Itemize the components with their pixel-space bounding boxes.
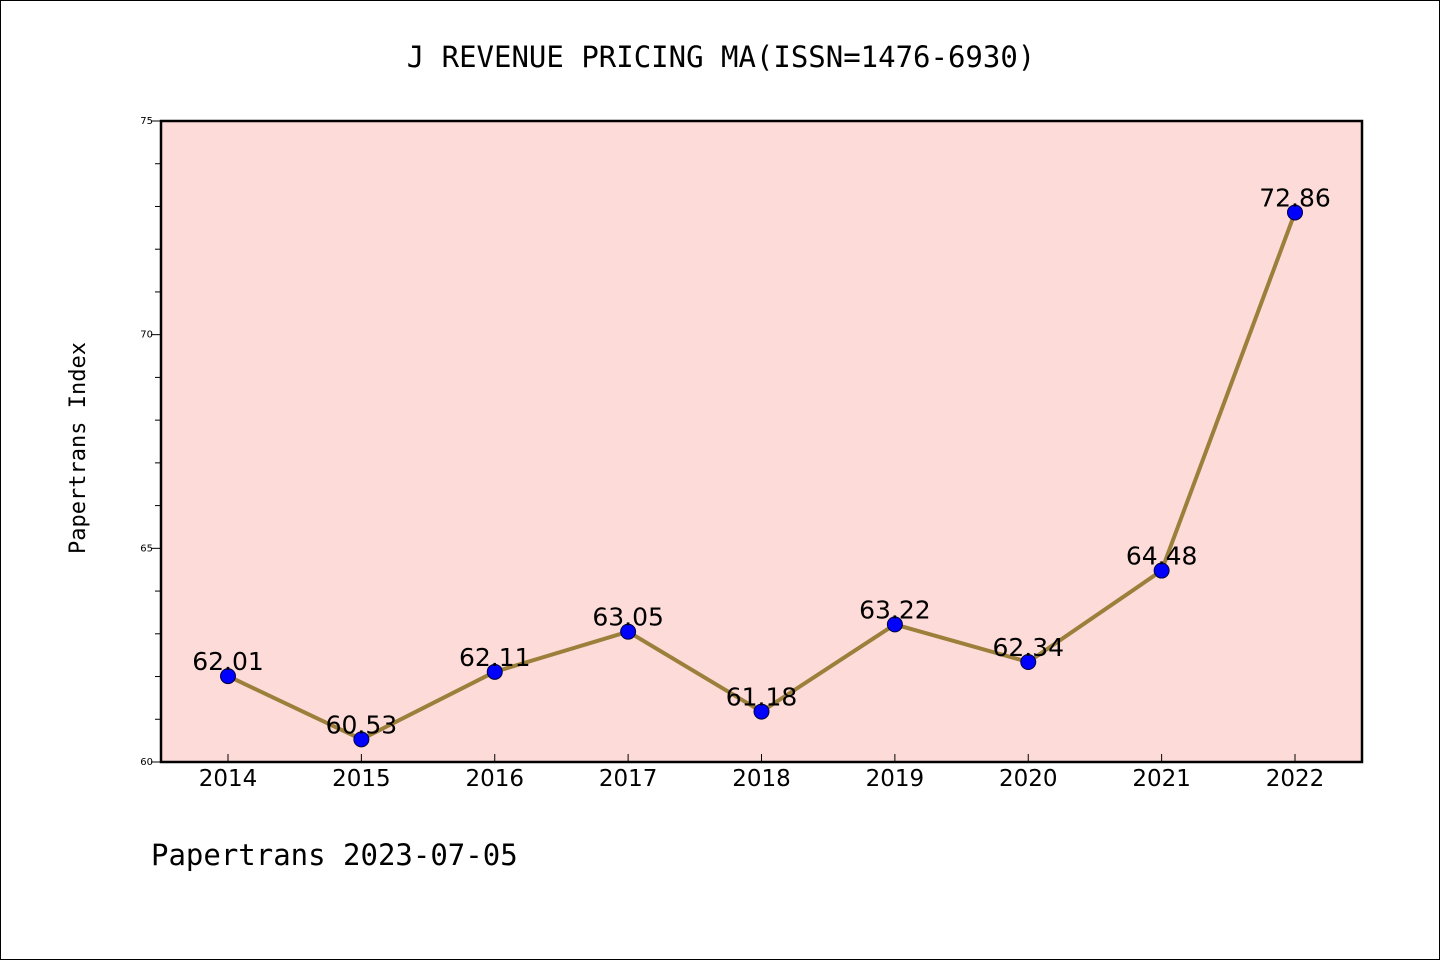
data-point-2020 [1020, 654, 1037, 671]
y-tick-label: 65 [140, 543, 153, 554]
data-label: 60.53 [326, 710, 398, 739]
x-tick-label: 2020 [999, 766, 1058, 792]
data-point-2017 [620, 623, 637, 640]
data-label: 62.11 [459, 643, 531, 672]
series-markers [220, 204, 1303, 748]
data-point-2018 [753, 703, 770, 720]
data-label: 63.22 [859, 595, 931, 624]
data-point-2014 [220, 668, 236, 685]
data-point-2016 [486, 663, 503, 680]
x-tick-label: 2018 [732, 766, 791, 792]
data-label: 61.18 [726, 683, 798, 712]
data-label: 63.05 [592, 603, 664, 632]
chart-title: J REVENUE PRICING MA(ISSN=1476-6930) [407, 40, 1036, 74]
data-labels: 62.01 60.53 62.11 63.05 61.18 63.22 62.34 64.48… [192, 183, 1331, 739]
x-tick-label: 2014 [199, 766, 258, 792]
x-tick-label: 2016 [465, 766, 524, 792]
data-label: 64.48 [1126, 542, 1198, 571]
y-axis-label: Papertrans Index [66, 342, 91, 554]
data-label: 72.86 [1259, 183, 1331, 212]
y-tick-label: 75 [140, 116, 153, 127]
data-point-2021 [1153, 562, 1170, 579]
x-tick-label: 2021 [1132, 766, 1191, 792]
x-tick-label: 2017 [599, 766, 658, 792]
data-label: 62.34 [992, 633, 1064, 662]
y-tick-label: 70 [140, 330, 153, 341]
x-tick-label: 2015 [332, 766, 391, 792]
data-point-2015 [353, 731, 370, 748]
x-tick-label: 2022 [1266, 766, 1325, 792]
data-label: 62.01 [192, 647, 264, 676]
plot-area [159, 119, 1364, 764]
x-axis-ticks: 2014 2015 2016 2017 2018 2019 2020 2021 2022 [199, 754, 1325, 792]
x-tick-label: 2019 [866, 766, 925, 792]
y-tick-label: 60 [140, 757, 153, 768]
data-point-2019 [886, 616, 903, 633]
data-point-2022 [1287, 204, 1303, 221]
footer-date: Papertrans 2023-07-05 [151, 838, 518, 872]
y-axis-major-ticks: 60 65 70 75 [140, 116, 161, 768]
y-axis-minor-ticks [155, 163, 161, 720]
